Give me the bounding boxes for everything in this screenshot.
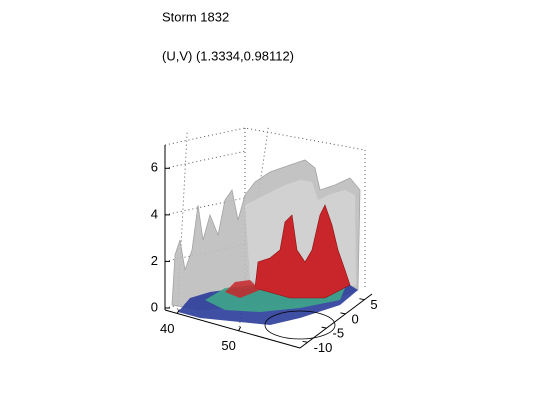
y-tick — [302, 340, 308, 343]
grid-line — [164, 150, 246, 169]
x-tick-label: 50 — [221, 338, 235, 353]
y-tick-label: -10 — [314, 340, 333, 355]
y-tick-label: -5 — [333, 326, 345, 341]
z-tick-label: 2 — [151, 253, 158, 268]
z-tick-label: 0 — [151, 299, 158, 314]
x-tick — [238, 326, 242, 331]
y-tick — [321, 326, 327, 329]
x-tick — [176, 309, 180, 314]
y-tick — [359, 298, 365, 301]
surface — [171, 159, 361, 340]
y-tick-label: 0 — [351, 311, 358, 326]
x-tick-label: 40 — [160, 321, 174, 336]
y-tick-label: 5 — [370, 297, 377, 312]
y-tick — [340, 312, 346, 315]
z-tick-label: 4 — [151, 206, 158, 221]
chart-title: Storm 1832 — [162, 9, 229, 24]
z-tick-label: 6 — [151, 160, 158, 175]
chart-subtitle: (U,V) (1.3334,0.98112) — [162, 48, 294, 63]
axes — [164, 145, 373, 349]
